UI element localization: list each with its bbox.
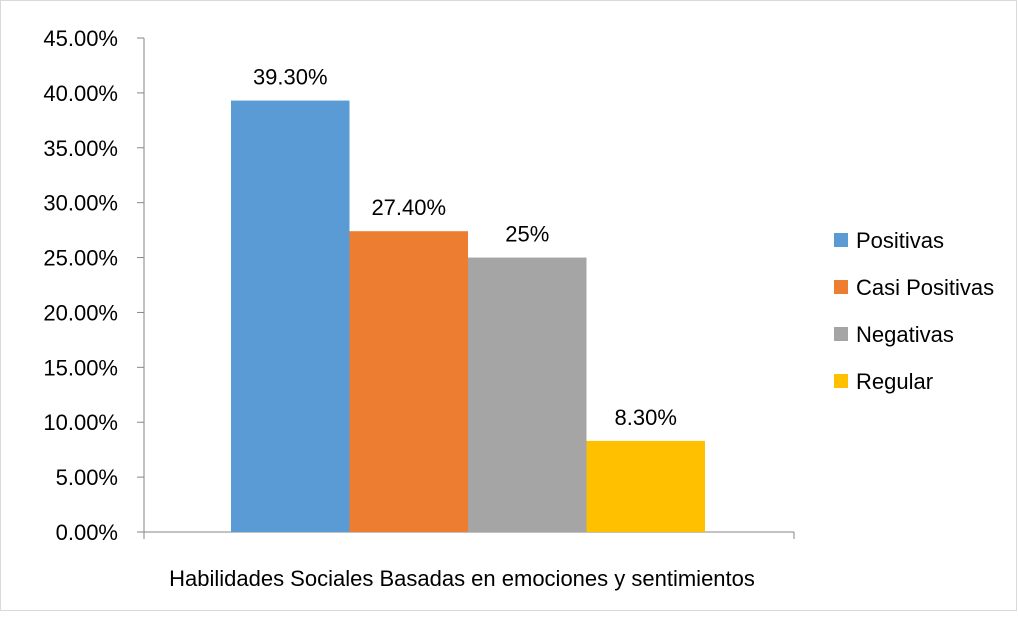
y-tick-label: 45.00% xyxy=(43,26,118,51)
x-axis-title: Habilidades Sociales Basadas en emocione… xyxy=(169,566,755,591)
data-label-casi-positivas: 27.40% xyxy=(371,195,446,220)
y-tick-label: 30.00% xyxy=(43,191,118,216)
y-tick-label: 25.00% xyxy=(43,246,118,271)
legend-label-casi-positivas: Casi Positivas xyxy=(856,275,994,300)
legend-swatch-casi-positivas xyxy=(834,280,848,294)
y-axis: 0.00% 5.00% 10.00% 15.00% 20.00% 25.00% 30.00%… xyxy=(43,26,145,545)
legend-swatch-regular xyxy=(834,374,848,388)
legend-label-negativas: Negativas xyxy=(856,322,954,347)
y-tick-label: 20.00% xyxy=(43,300,118,325)
y-tick-label: 10.00% xyxy=(43,410,118,435)
legend-label-regular: Regular xyxy=(856,369,933,394)
data-label-regular: 8.30% xyxy=(615,405,677,430)
legend-swatch-negativas xyxy=(834,327,848,341)
y-tick-label: 5.00% xyxy=(56,465,118,490)
y-tick-label: 35.00% xyxy=(43,136,118,161)
bars xyxy=(231,100,705,532)
y-tick-label: 0.00% xyxy=(56,520,118,545)
bar-labels: 39.30% 27.40% 25% 8.30% xyxy=(253,65,677,430)
data-label-positivas: 39.30% xyxy=(253,65,328,90)
legend-swatch-positivas xyxy=(834,233,848,247)
y-tick-label: 40.00% xyxy=(43,81,118,106)
bar-regular xyxy=(586,440,705,532)
bar-positivas xyxy=(231,100,350,532)
legend-label-positivas: Positivas xyxy=(856,228,944,253)
bar-casi-positivas xyxy=(349,231,468,532)
y-tick-label: 15.00% xyxy=(43,355,118,380)
bar-negativas xyxy=(468,257,587,532)
data-label-negativas: 25% xyxy=(505,222,549,247)
legend: Positivas Casi Positivas Negativas Regular xyxy=(834,228,994,394)
